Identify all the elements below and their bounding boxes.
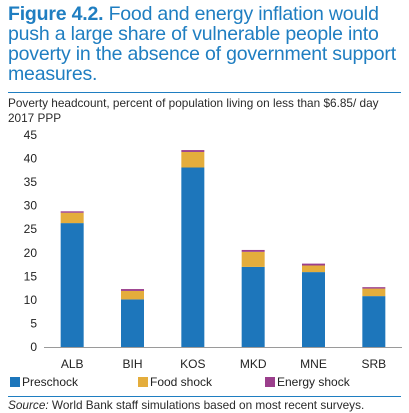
y-tick-label: 35	[24, 175, 38, 189]
bar-segment	[181, 151, 205, 168]
bar-segment	[60, 211, 84, 213]
y-tick-label: 45	[24, 128, 38, 142]
y-tick-label: 40	[24, 152, 38, 166]
x-axis-ticks: ALB BIH KOS MKD MNE SRB	[61, 357, 386, 371]
y-axis-ticks: 0 5 10 15 20 25 30 35 40 45	[24, 128, 38, 354]
x-tick-label: BIH	[122, 357, 142, 371]
title-divider	[8, 92, 401, 93]
figure-title-text: Food and energy inflation would push a l…	[8, 3, 396, 85]
bar-segment	[60, 223, 84, 347]
y-tick-label: 0	[30, 340, 37, 354]
legend-label: Food shock	[150, 375, 213, 389]
x-tick-label: SRB	[361, 357, 386, 371]
y-tick-label: 10	[24, 293, 38, 307]
x-tick-label: MNE	[300, 357, 327, 371]
bar-segment	[241, 249, 265, 252]
legend: Preschock Food shock Energy shock	[10, 375, 351, 389]
bar-segment	[302, 263, 325, 266]
legend-label: Energy shock	[277, 375, 351, 389]
bar-segment	[241, 251, 265, 267]
legend-swatch	[138, 377, 148, 387]
source-label: Source:	[8, 398, 49, 412]
bar-segment	[302, 265, 325, 273]
legend-swatch	[265, 377, 275, 387]
source-note: Source: World Bank staff simulations bas…	[8, 398, 406, 412]
bar-segment	[362, 296, 386, 347]
y-tick-label: 30	[24, 199, 38, 213]
bar-segment	[60, 212, 84, 224]
x-tick-label: MKD	[240, 357, 267, 371]
stacked-bar-chart: 0 5 10 15 20 25 30 35 40 45 ALB BIH KOS MKD MNE SRB Pr…	[10, 128, 402, 389]
y-axis-label: Poverty headcount, percent of population…	[8, 96, 379, 125]
bar-segment	[121, 299, 144, 347]
bar-segment	[181, 167, 205, 347]
bar-segment	[241, 266, 265, 347]
bar-segment	[302, 272, 325, 347]
y-tick-label: 5	[30, 316, 37, 330]
x-tick-label: KOS	[180, 357, 205, 371]
figure-title: Figure 4.2. Food and energy inflation wo…	[8, 4, 404, 84]
bar-segment	[121, 289, 144, 291]
figure-number: Figure 4.2.	[8, 3, 104, 25]
bar-segment	[121, 290, 144, 300]
legend-label: Preschock	[22, 375, 79, 389]
bars	[60, 150, 386, 347]
x-tick-label: ALB	[61, 357, 84, 371]
y-tick-label: 15	[24, 269, 38, 283]
y-tick-label: 25	[24, 222, 38, 236]
bar-segment	[181, 150, 205, 152]
bar-segment	[362, 287, 386, 289]
y-tick-label: 20	[24, 246, 38, 260]
legend-swatch	[10, 377, 20, 387]
source-text: World Bank staff simulations based on mo…	[48, 398, 365, 412]
source-divider	[8, 396, 401, 397]
bar-segment	[362, 288, 386, 297]
